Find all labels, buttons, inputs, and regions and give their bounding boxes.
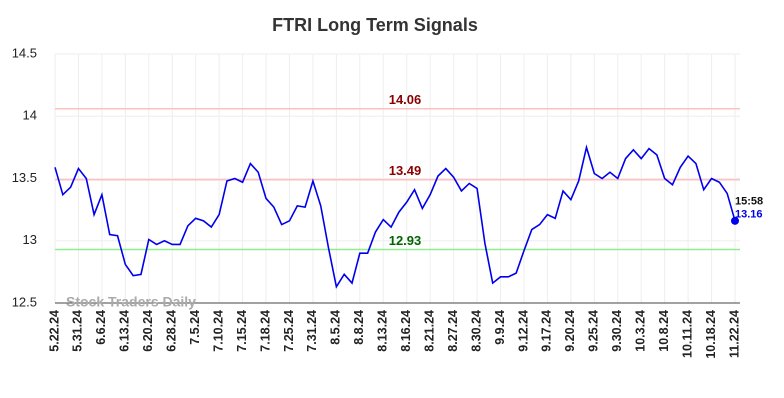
x-tick-label: 8.27.24 <box>446 310 460 352</box>
x-tick-label: 8.8.24 <box>352 310 366 345</box>
x-tick-label: 10.8.24 <box>657 310 671 352</box>
x-tick-label: 8.5.24 <box>329 310 343 345</box>
last-time: 15:58 <box>735 196 763 208</box>
y-tick-label: 13.5 <box>12 170 37 185</box>
chart-title: FTRI Long Term Signals <box>272 15 478 35</box>
x-tick-label: 7.31.24 <box>305 310 319 352</box>
x-tick-label: 9.30.24 <box>610 310 624 352</box>
x-tick-label: 10.3.24 <box>634 310 648 352</box>
watermark: Stock Traders Daily <box>66 294 196 310</box>
x-tick-label: 9.9.24 <box>493 310 507 345</box>
signal-label: 12.93 <box>389 233 422 248</box>
y-tick-label: 13 <box>23 232 37 247</box>
x-tick-label: 9.17.24 <box>540 310 554 352</box>
x-tick-label: 9.25.24 <box>587 310 601 352</box>
x-tick-label: 11.22.24 <box>727 310 741 358</box>
x-tick-label: 7.15.24 <box>235 310 249 352</box>
x-tick-label: 7.18.24 <box>258 310 272 352</box>
x-tick-label: 7.5.24 <box>188 310 202 345</box>
signal-label: 13.49 <box>389 163 422 178</box>
y-tick-label: 12.5 <box>12 294 37 309</box>
x-tick-label: 8.30.24 <box>469 310 483 352</box>
x-tick-label: 5.22.24 <box>47 310 61 352</box>
x-tick-label: 6.28.24 <box>165 310 179 352</box>
last-value: 13.16 <box>735 209 763 221</box>
x-tick-label: 6.20.24 <box>141 310 155 352</box>
x-tick-label: 5.31.24 <box>71 310 85 352</box>
y-tick-label: 14.5 <box>12 45 37 60</box>
x-tick-label: 8.13.24 <box>376 310 390 352</box>
x-tick-label: 7.25.24 <box>282 310 296 352</box>
y-tick-label: 14 <box>23 108 37 123</box>
last-point <box>731 216 739 225</box>
price-line <box>54 144 736 289</box>
x-tick-label: 9.12.24 <box>516 310 530 352</box>
x-tick-label: 8.16.24 <box>399 310 413 352</box>
x-tick-label: 8.21.24 <box>422 310 436 352</box>
x-tick-label: 10.11.24 <box>680 310 694 358</box>
signal-label: 14.06 <box>389 92 422 107</box>
x-tick-label: 10.18.24 <box>704 310 718 359</box>
x-tick-label: 7.10.24 <box>211 310 225 352</box>
x-tick-label: 6.13.24 <box>118 310 132 352</box>
x-tick-label: 6.6.24 <box>94 310 108 345</box>
x-tick-label: 9.20.24 <box>563 310 577 352</box>
